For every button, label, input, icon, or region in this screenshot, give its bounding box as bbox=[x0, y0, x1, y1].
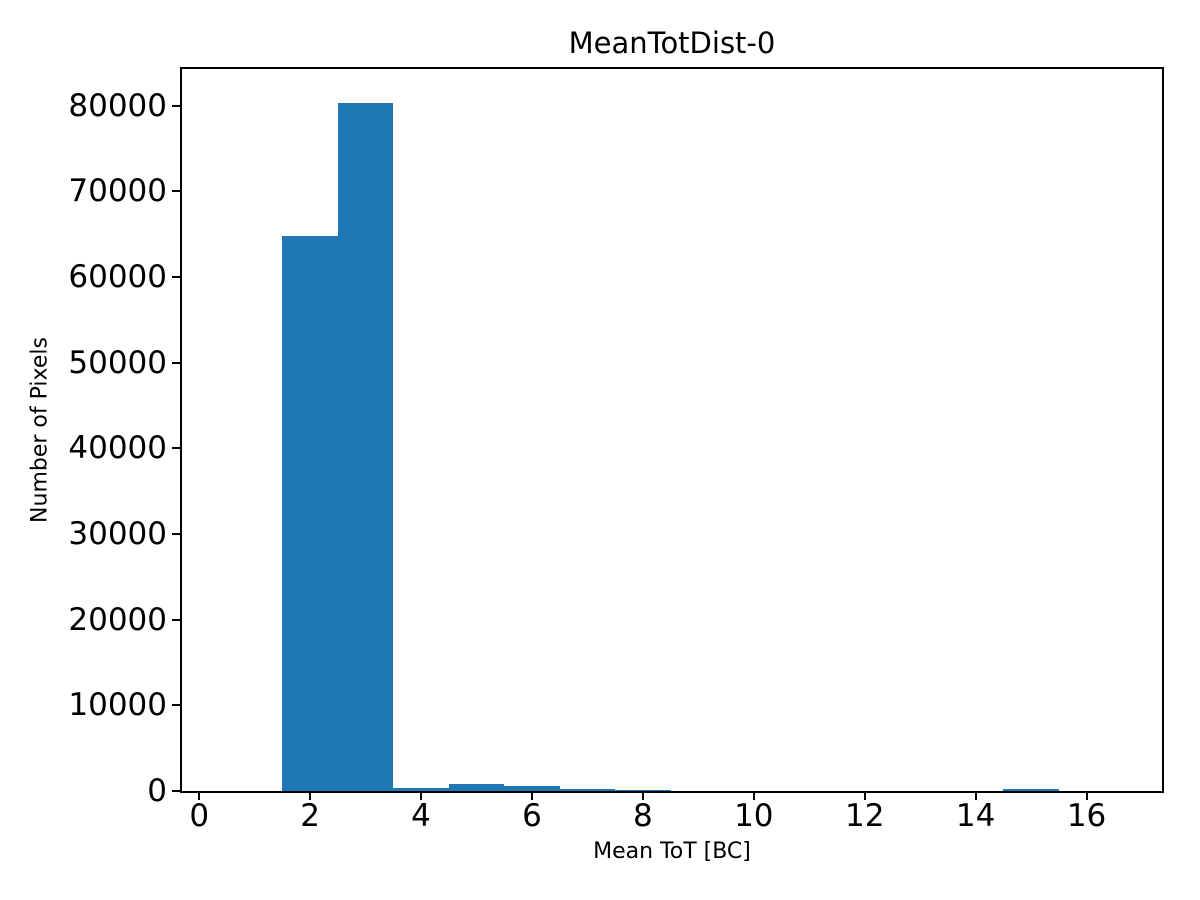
y-axis-tick bbox=[172, 361, 180, 364]
histogram-bar bbox=[559, 789, 616, 791]
x-tick-label: 12 bbox=[844, 798, 885, 834]
y-tick-label: 80000 bbox=[68, 87, 167, 124]
y-axis-tick bbox=[172, 790, 180, 792]
y-tick-label: 50000 bbox=[68, 344, 167, 381]
y-tick-label: 70000 bbox=[68, 173, 167, 210]
x-tick-label: 16 bbox=[1066, 798, 1107, 834]
y-tick-label: 30000 bbox=[68, 516, 167, 553]
y-axis-tick bbox=[172, 618, 180, 621]
y-axis-tick bbox=[172, 276, 180, 279]
x-axis-tick bbox=[641, 791, 644, 800]
y-axis-tick bbox=[172, 533, 180, 536]
histogram-bar bbox=[282, 236, 338, 791]
chart-title: MeanTotDist-0 bbox=[568, 26, 776, 60]
plot-area bbox=[180, 67, 1164, 793]
y-tick-label: 20000 bbox=[68, 601, 167, 638]
x-tick-label: 8 bbox=[633, 798, 653, 834]
x-axis-label: Mean ToT [BC] bbox=[593, 839, 751, 864]
x-axis-tick bbox=[863, 791, 866, 800]
y-tick-label: 40000 bbox=[68, 430, 167, 467]
y-tick-label: 10000 bbox=[68, 687, 167, 724]
x-axis-tick bbox=[420, 791, 423, 800]
x-axis-tick bbox=[309, 791, 312, 800]
x-tick-label: 10 bbox=[734, 798, 774, 834]
x-tick-label: 0 bbox=[189, 798, 210, 834]
x-tick-label: 4 bbox=[411, 798, 431, 834]
y-axis-tick bbox=[172, 104, 180, 107]
x-tick-label: 14 bbox=[955, 798, 996, 834]
histogram-bar bbox=[504, 786, 560, 791]
histogram-bar bbox=[337, 103, 394, 791]
x-tick-label: 2 bbox=[300, 798, 320, 834]
y-axis-tick bbox=[172, 190, 180, 193]
histogram-bar bbox=[393, 788, 449, 791]
histogram-bar bbox=[615, 789, 671, 791]
x-axis-tick bbox=[530, 791, 533, 800]
y-axis-tick bbox=[172, 704, 180, 707]
x-axis-tick bbox=[752, 791, 755, 800]
x-axis-tick bbox=[198, 791, 201, 800]
y-tick-label: 0 bbox=[147, 773, 167, 809]
histogram-bar bbox=[1003, 789, 1059, 791]
y-tick-label: 60000 bbox=[68, 259, 167, 296]
y-axis-tick bbox=[172, 447, 180, 450]
x-tick-label: 6 bbox=[522, 798, 542, 834]
x-axis-tick bbox=[974, 791, 977, 800]
histogram-bar bbox=[448, 784, 505, 791]
x-axis-tick bbox=[1085, 791, 1088, 800]
